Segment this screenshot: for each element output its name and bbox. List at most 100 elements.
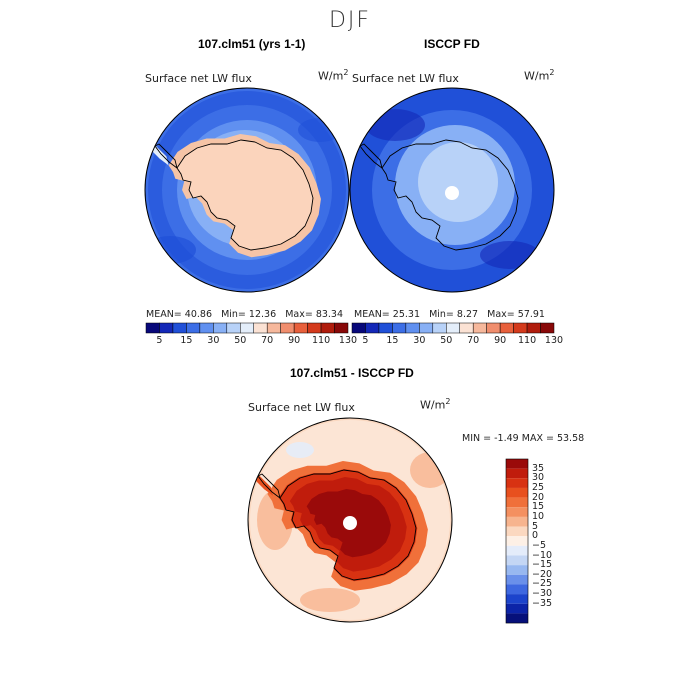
panel-2-colorbar-tick-label: 50 [440, 335, 453, 346]
panel-2-colorbar-swatch [365, 322, 380, 334]
panel-2-colorbar-swatch [499, 322, 514, 334]
panel-1-colorbar-swatch [145, 322, 160, 334]
difference-legend-label: −5 [532, 539, 547, 551]
panel-1-variable-label: Surface net LW flux [145, 72, 252, 85]
panel-1-colorbar-swatch [186, 322, 201, 334]
difference-legend-label: 5 [532, 520, 539, 532]
difference-legend-label: −20 [532, 568, 553, 580]
panel-2-colorbar-swatch [513, 322, 528, 334]
panel-1-colorbar-tick-label: 70 [261, 335, 274, 346]
panel-2-title: ISCCP FD [424, 37, 480, 51]
panel-2-colorbar-swatch [526, 322, 541, 334]
difference-min-max: MIN = -1.49 MAX = 53.58 [462, 433, 585, 444]
panel-2-colorbar-tick-label: 110 [517, 335, 537, 346]
difference-legend-swatch [506, 603, 528, 614]
panel-1-colorbar-swatch [320, 322, 335, 334]
panel-1-colorbar-swatch [199, 322, 214, 334]
difference-legend-swatch [506, 459, 528, 469]
panel-1-colorbar-swatch [266, 322, 281, 334]
panel-1-colorbar-swatch [213, 322, 228, 334]
difference-legend-frame [505, 458, 529, 624]
panel-1-units: W/m2 [318, 68, 349, 83]
difference-legend-swatch [506, 526, 528, 537]
panel-1-max: 83.34 [315, 309, 344, 320]
difference-units: W/m2 [420, 397, 451, 412]
difference-legend-label: −30 [532, 588, 553, 600]
difference-legend-swatch [506, 516, 528, 527]
panel-2-colorbar-tick-label: 90 [494, 335, 507, 346]
panel-2-colorbar-swatch [392, 322, 407, 334]
panel-1-colorbar-swatch [240, 322, 254, 334]
panel-2-colorbar-swatch [472, 322, 487, 334]
difference-legend-swatch [506, 545, 528, 556]
panel-1-colorbar-tick-label: 30 [207, 335, 220, 346]
difference-legend-label: 25 [532, 481, 545, 493]
panel-1-colorbar-swatch [334, 322, 349, 334]
difference-legend-label: 30 [532, 472, 545, 484]
difference-legend-swatch [506, 497, 528, 508]
difference-variable-label: Surface net LW flux [248, 401, 355, 414]
panel-2-stats: MEAN= 25.31 Min= 8.27 Max= 57.91 [354, 309, 545, 320]
difference-legend-label: 0 [532, 530, 539, 542]
panel-2-colorbar-tick-label: 130 [544, 335, 564, 346]
panel-2-colorbar-swatch [378, 322, 393, 334]
panel-2-colorbar-swatch [446, 322, 460, 334]
panel-2-colorbar-swatch [419, 322, 434, 334]
difference-legend-swatch [506, 536, 528, 546]
difference-legend-swatch [506, 565, 528, 575]
panel-1-colorbar-tick-label: 110 [311, 335, 331, 346]
panel-2-colorbar-swatch [351, 322, 366, 334]
panel-1-colorbar-tick-label: 5 [156, 335, 163, 346]
panel-1-colorbar-tick-label: 50 [234, 335, 247, 346]
difference-legend-swatch [506, 584, 528, 595]
panel-1-colorbar-swatch [159, 322, 174, 334]
panel-2-min: 8.27 [456, 309, 479, 320]
difference-legend-swatch [506, 487, 528, 498]
difference-legend-label: −15 [532, 559, 553, 571]
panel-1-colorbar-swatch [226, 322, 241, 334]
panel-2-colorbar-tick-label: 70 [467, 335, 480, 346]
figure-title: DJF [328, 8, 372, 33]
panel-2-units: W/m2 [524, 68, 555, 83]
panel-1-colorbar-tick-label: 130 [338, 335, 358, 346]
difference-legend-label: −35 [532, 597, 553, 609]
panel-1-min: 12.36 [248, 309, 277, 320]
difference-legend-swatch [506, 468, 528, 479]
panel-2-max: 57.91 [517, 309, 545, 320]
difference-legend-label: 20 [532, 491, 545, 503]
difference-legend-swatch [506, 478, 528, 488]
panel-1-colorbar [145, 322, 349, 334]
panel-1-title: 107.clm51 (yrs 1-1) [198, 37, 306, 51]
difference-legend-label: −25 [532, 578, 553, 590]
panel-2-colorbar-swatch [459, 322, 474, 334]
difference-legend-swatch [506, 574, 528, 585]
panel-1-map [144, 87, 350, 293]
panel-2-colorbar-tick-label: 15 [386, 335, 399, 346]
panel-1-colorbar-swatch [293, 322, 308, 334]
panel-1-colorbar-swatch [307, 322, 322, 334]
panel-1-stats: MEAN= 40.86 Min= 12.36 Max= 83.34 [146, 309, 344, 320]
difference-legend-label: 10 [532, 510, 545, 522]
difference-legend [505, 458, 529, 624]
panel-2-variable-label: Surface net LW flux [352, 72, 459, 85]
difference-legend-label: −10 [532, 549, 553, 561]
difference-legend-label: 35 [532, 462, 545, 474]
difference-legend-swatch [506, 555, 528, 566]
panel-1-colorbar-swatch [280, 322, 295, 334]
difference-legend-label: 15 [532, 501, 545, 513]
panel-1-mean: 40.86 [184, 309, 212, 320]
panel-2-map [349, 87, 555, 293]
panel-2-colorbar-swatch [486, 322, 501, 334]
panel-1-colorbar-swatch [253, 322, 268, 334]
difference-min: -1.49 [494, 433, 519, 444]
panel-1-colorbar-tick-label: 15 [180, 335, 193, 346]
panel-2-colorbar-swatch [405, 322, 420, 334]
panel-2-mean: 25.31 [392, 309, 420, 320]
difference-max: 53.58 [556, 433, 585, 444]
difference-title: 107.clm51 - ISCCP FD [290, 366, 414, 380]
panel-1-colorbar-tick-label: 90 [288, 335, 301, 346]
panel-2-colorbar-tick-label: 30 [413, 335, 426, 346]
panel-1-colorbar-swatch [172, 322, 187, 334]
difference-legend-swatch [506, 594, 528, 604]
